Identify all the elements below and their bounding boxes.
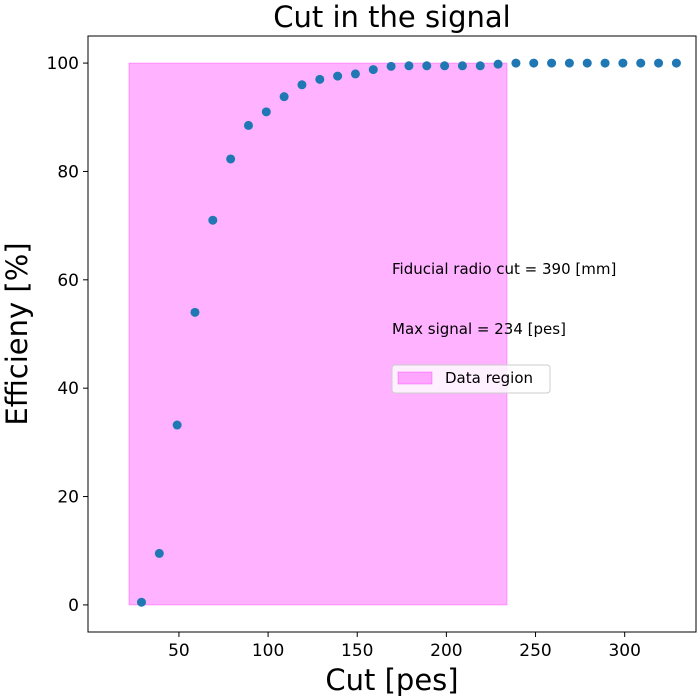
data-region: [128, 62, 508, 606]
x-tick-label: 250: [519, 641, 551, 661]
y-tick-label: 100: [47, 54, 79, 74]
data-point: [261, 107, 271, 117]
data-point: [529, 58, 539, 68]
data-point: [279, 92, 289, 102]
data-point: [297, 80, 307, 90]
y-axis-label: Efficieny [%]: [0, 242, 34, 425]
data-point: [547, 58, 557, 68]
y-tick-label: 20: [57, 488, 79, 508]
axes-frame: [87, 35, 697, 633]
data-point: [600, 58, 610, 68]
data-point: [654, 58, 664, 68]
legend-box: [391, 364, 551, 394]
data-point: [404, 61, 414, 71]
data-point: [154, 548, 164, 558]
chart-title: Cut in the signal: [273, 0, 510, 34]
data-point: [208, 215, 218, 225]
data-point: [350, 69, 360, 79]
data-point: [564, 58, 574, 68]
legend-swatch: [397, 371, 433, 385]
data-point: [511, 58, 521, 68]
data-point: [475, 61, 485, 71]
data-point: [671, 58, 681, 68]
x-tick-label: 50: [168, 641, 190, 661]
y-tick-label: 60: [57, 271, 79, 291]
data-point: [333, 71, 343, 81]
data-point: [440, 61, 450, 71]
x-tick-label: 150: [341, 641, 373, 661]
legend-label: Data region: [445, 369, 533, 387]
legend: Data region: [391, 364, 551, 394]
x-tick-label: 300: [608, 641, 640, 661]
annotation-fiducial-cut: Fiducial radio cut = 390 [mm]: [392, 260, 616, 278]
data-point: [457, 61, 467, 71]
x-axis-label: Cut [pes]: [325, 663, 458, 697]
data-point: [172, 420, 182, 430]
data-point: [422, 61, 432, 71]
data-point: [618, 58, 628, 68]
data-point: [226, 154, 236, 164]
data-point: [386, 61, 396, 71]
x-tick-label: 200: [430, 641, 462, 661]
data-point: [315, 74, 325, 84]
scatter-series: [136, 58, 681, 607]
plot-area: [88, 36, 696, 632]
y-tick-label: 0: [68, 596, 79, 616]
data-point: [636, 58, 646, 68]
y-tick-label: 40: [57, 379, 79, 399]
axis-ticks: 50 100 150 200 250 300 0 20 40 60 80 100: [47, 54, 641, 661]
data-point: [493, 59, 503, 69]
y-tick-label: 80: [57, 162, 79, 182]
data-point: [243, 120, 253, 130]
x-tick-label: 100: [252, 641, 284, 661]
data-point: [190, 307, 200, 317]
annotation-max-signal: Max signal = 234 [pes]: [392, 320, 566, 338]
data-point: [368, 65, 378, 75]
data-point: [136, 597, 146, 607]
data-point: [582, 58, 592, 68]
